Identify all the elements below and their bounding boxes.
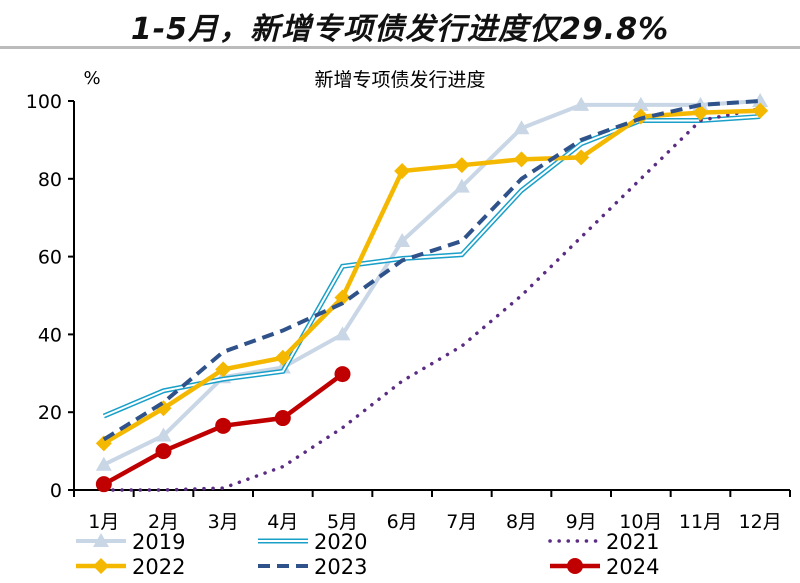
diamond-marker (394, 163, 411, 180)
triangle-marker (93, 533, 109, 547)
series-line (102, 99, 761, 442)
legend-label: 2023 (314, 555, 367, 579)
triangle-marker (334, 326, 351, 341)
diamond-marker (513, 151, 530, 168)
x-tick-label: 12月 (739, 511, 782, 533)
series-line (102, 99, 761, 467)
y-tick-label: 60 (38, 247, 62, 269)
x-tick-label: 4月 (267, 511, 298, 533)
diamond-marker (752, 102, 769, 119)
y-tick-label: 20 (38, 402, 62, 424)
triangle-marker (752, 93, 769, 107)
x-tick-label: 2月 (148, 511, 179, 533)
circle-marker (155, 443, 172, 460)
x-tick-label: 9月 (566, 511, 597, 533)
legend-item-2020: 2020 (258, 530, 367, 554)
diamond-marker (692, 104, 709, 121)
triangle-marker (453, 178, 470, 193)
x-tick-label: 11月 (679, 511, 722, 533)
title-divider (0, 46, 800, 49)
series-line-inner (103, 115, 761, 418)
diamond-marker (95, 435, 112, 452)
circle-marker (334, 366, 351, 383)
circle-marker (95, 476, 112, 493)
triangle-marker (155, 427, 172, 442)
diamond-marker (453, 157, 470, 174)
x-tick-label: 7月 (446, 511, 477, 533)
x-tick-label: 3月 (208, 511, 239, 533)
legend-item-2019: 2019 (76, 530, 185, 554)
triangle-marker (95, 456, 112, 471)
legend-item-2024: 2024 (550, 555, 659, 579)
series-2021 (102, 107, 762, 492)
y-tick-label: 100 (26, 91, 62, 113)
circle-marker (215, 417, 232, 434)
legend-item-2021: 2021 (548, 530, 659, 554)
headline: 1-5月，新增专项债发行进度仅29.8% (130, 12, 670, 47)
series-2019 (95, 93, 769, 471)
diamond-marker (93, 558, 109, 574)
diamond-marker (573, 149, 590, 166)
series-2024 (95, 366, 351, 493)
triangle-marker (394, 233, 411, 248)
x-tick-label: 10月 (619, 511, 662, 533)
circle-marker (567, 558, 583, 574)
legend-item-2023: 2023 (258, 555, 367, 579)
legend-label: 2019 (132, 530, 185, 554)
y-tick-label: 0 (50, 480, 62, 502)
legend-label: 2024 (606, 555, 659, 579)
x-tick-label: 6月 (387, 511, 418, 533)
x-tick-label: 5月 (327, 511, 358, 533)
legend-label: 2020 (314, 530, 367, 554)
diamond-marker (215, 361, 232, 378)
triangle-marker (513, 120, 530, 135)
triangle-marker (573, 96, 590, 111)
series-line (102, 107, 762, 492)
x-tick-label: 8月 (506, 511, 537, 533)
y-axis-label: % (83, 68, 100, 89)
triangle-marker (632, 96, 649, 111)
series-2023 (102, 99, 761, 442)
series-line (102, 108, 761, 446)
diamond-marker (274, 349, 291, 366)
x-tick-label: 1月 (88, 511, 119, 533)
legend-label: 2022 (132, 555, 185, 579)
chart-title: 新增专项债发行进度 (314, 69, 485, 91)
y-tick-label: 80 (38, 169, 62, 191)
series-2022 (95, 102, 769, 452)
series-2020 (102, 114, 761, 419)
diamond-marker (334, 289, 351, 306)
legend-label: 2021 (606, 530, 659, 554)
circle-marker (274, 410, 291, 427)
y-tick-label: 40 (38, 324, 62, 346)
legend-item-2022: 2022 (76, 555, 185, 579)
